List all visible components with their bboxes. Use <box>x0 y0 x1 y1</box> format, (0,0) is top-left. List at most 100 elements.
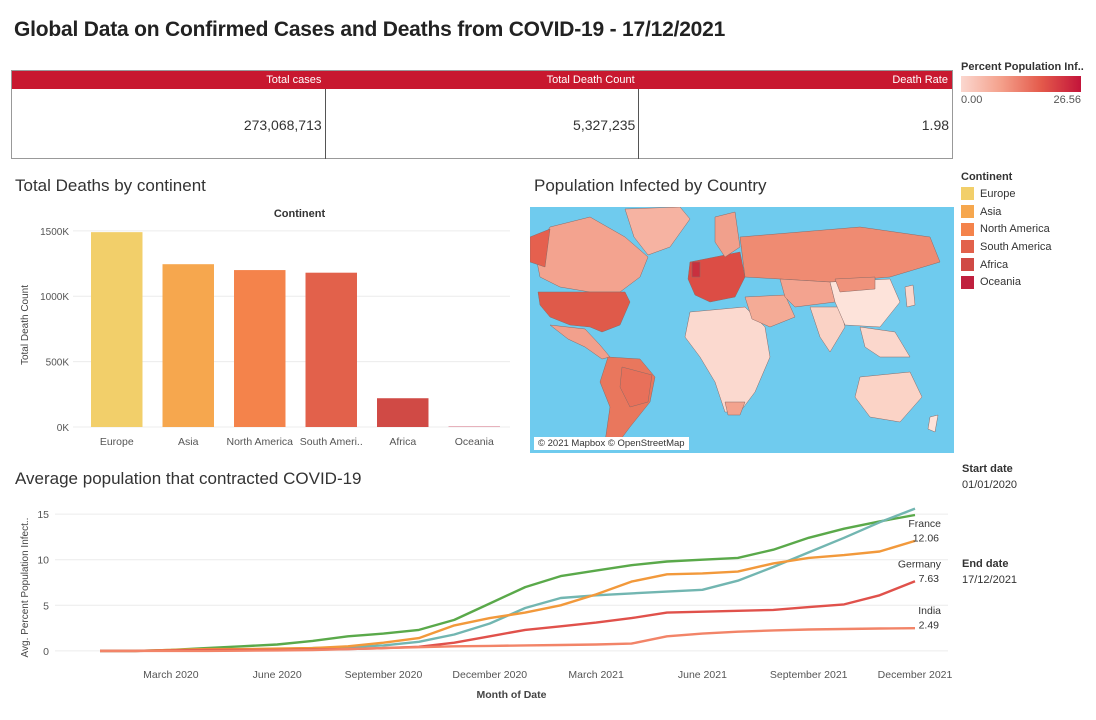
line-xtick-label: March 2021 <box>568 669 624 681</box>
map-country-middle-east <box>744 294 796 328</box>
bar-xtick-label: Africa <box>389 436 416 448</box>
end-date-filter[interactable]: End date 17/12/2021 <box>962 558 1017 586</box>
map-country-south-africa <box>724 401 746 416</box>
bar-xtick-label: Asia <box>178 436 199 448</box>
line-series-value-label: 12.06 <box>913 532 939 544</box>
legend-item-africa[interactable]: Africa <box>961 256 1052 274</box>
kpi-header-row: Total cases Total Death Count Death Rate <box>12 71 952 89</box>
map-country-usa <box>537 291 631 333</box>
map-country-europe <box>687 251 746 303</box>
bar-xtick-label: South Ameri.. <box>300 436 363 448</box>
line-series-name-label: Germany <box>898 558 942 570</box>
percent-legend-title: Percent Population Inf.. <box>961 61 1084 73</box>
line-series-name-label: India <box>918 605 941 617</box>
line-xtick-label: June 2020 <box>253 669 302 681</box>
line-xtick-label: December 2020 <box>452 669 527 681</box>
legend-swatch <box>961 187 974 201</box>
line-series-value-label: 7.63 <box>919 573 940 585</box>
legend-swatch <box>961 275 974 289</box>
legend-item-south-america[interactable]: South America <box>961 238 1052 256</box>
line-xtick-label: September 2020 <box>345 669 423 681</box>
line-xtick-label: March 2020 <box>143 669 199 681</box>
legend-item-oceania[interactable]: Oceania <box>961 273 1052 291</box>
end-date-value[interactable]: 17/12/2021 <box>962 574 1018 586</box>
map-country-uk <box>691 261 701 278</box>
line-series-unlabeled-0 <box>100 513 916 653</box>
map-country-greenland <box>624 207 691 256</box>
line-xtick-label: September 2021 <box>770 669 848 681</box>
map-country-mexico <box>549 324 611 360</box>
bar-ytick-label: 0K <box>57 423 70 434</box>
end-date-label: End date <box>962 558 1009 570</box>
percent-population-legend[interactable]: Percent Population Inf.. 0.00 26.56 <box>961 61 1086 106</box>
map-country-new-zealand <box>927 414 939 433</box>
line-ytick-label: 0 <box>43 646 49 658</box>
bar-asia <box>162 264 214 427</box>
legend-label: North America <box>980 223 1050 236</box>
kpi-header-death-rate: Death Rate <box>892 74 948 86</box>
line-ytick-label: 10 <box>37 555 49 567</box>
map-country-southeast-asia <box>859 326 911 358</box>
map-country-japan <box>904 284 916 308</box>
map-country-scandinavia <box>714 211 741 258</box>
kpi-value-total-cases[interactable]: 273,068,713 <box>12 89 326 159</box>
line-series-name-label: France <box>908 518 941 530</box>
bar-xtick-label: Oceania <box>455 436 494 448</box>
kpi-value-death-rate[interactable]: 1.98 <box>638 89 952 159</box>
map-country-africa <box>684 306 771 413</box>
start-date-label: Start date <box>962 463 1013 475</box>
map-shapes <box>530 207 941 448</box>
map-country-russia <box>739 226 941 283</box>
map-country-mongolia <box>834 276 876 293</box>
kpi-value-row: 273,068,713 5,327,235 1.98 <box>12 89 952 159</box>
legend-label: Oceania <box>980 276 1021 289</box>
legend-label: Asia <box>980 205 1002 218</box>
bar-section-title: Total Deaths by continent <box>15 176 206 195</box>
legend-item-asia[interactable]: Asia <box>961 203 1052 221</box>
world-map[interactable]: © 2021 Mapbox © OpenStreetMap <box>530 207 954 453</box>
page-title: Global Data on Confirmed Cases and Death… <box>14 18 726 41</box>
legend-swatch <box>961 205 974 219</box>
map-country-india <box>809 306 846 353</box>
continent-legend[interactable]: Continent Europe Asia North America Sout… <box>961 171 1052 291</box>
legend-item-north-america[interactable]: North America <box>961 220 1052 238</box>
legend-label: Africa <box>980 258 1009 271</box>
start-date-filter[interactable]: Start date 01/01/2020 <box>962 463 1017 491</box>
kpi-table: Total cases Total Death Count Death Rate… <box>11 70 953 159</box>
bar-ytick-label: 1000K <box>40 292 69 303</box>
kpi-header-total-cases: Total cases <box>266 74 322 86</box>
bar-xtick-label: North America <box>226 436 293 448</box>
legend-swatch <box>961 258 974 272</box>
line-ytick-label: 5 <box>43 600 49 612</box>
line-series-india <box>100 627 916 653</box>
legend-item-europe[interactable]: Europe <box>961 185 1052 203</box>
percent-legend-ramp <box>961 76 1081 92</box>
bar-north-america <box>234 270 286 427</box>
map-country-alaska <box>530 228 551 268</box>
map-country-brazil <box>619 366 653 408</box>
kpi-value-total-deaths[interactable]: 5,327,235 <box>573 117 636 133</box>
line-section-title: Average population that contracted COVID… <box>15 469 362 488</box>
bar-ytick-label: 1500K <box>40 227 69 238</box>
map-section-title: Population Infected by Country <box>534 176 767 195</box>
bar-xtick-label: Europe <box>100 436 134 448</box>
bar-south-ameri- <box>305 272 357 427</box>
bar-europe <box>91 232 143 427</box>
line-ytick-label: 15 <box>37 509 49 521</box>
kpi-header-total-deaths: Total Death Count <box>546 74 635 86</box>
line-xtick-label: December 2021 <box>878 669 953 681</box>
bar-chart[interactable]: Continent 0K 500K 1000K 1500K Total Death Cou… <box>10 200 520 460</box>
line-series-value-label: 2.49 <box>919 620 940 632</box>
legend-swatch <box>961 240 974 254</box>
line-chart[interactable]: 0 5 10 15 Avg. Percent Population Infect.. Ma… <box>10 495 955 710</box>
start-date-value[interactable]: 01/01/2020 <box>962 479 1018 491</box>
line-xtick-label: June 2021 <box>678 669 727 681</box>
continent-legend-title: Continent <box>961 171 1013 183</box>
bar-chart-title: Continent <box>274 208 326 220</box>
map-country-central-asia <box>779 278 836 308</box>
map-country-australia <box>854 371 923 423</box>
map-attribution[interactable]: © 2021 Mapbox © OpenStreetMap <box>534 437 689 450</box>
percent-legend-max: 26.56 <box>1053 94 1081 106</box>
line-xlabel: Month of Date <box>477 689 547 701</box>
legend-label: South America <box>980 240 1052 253</box>
